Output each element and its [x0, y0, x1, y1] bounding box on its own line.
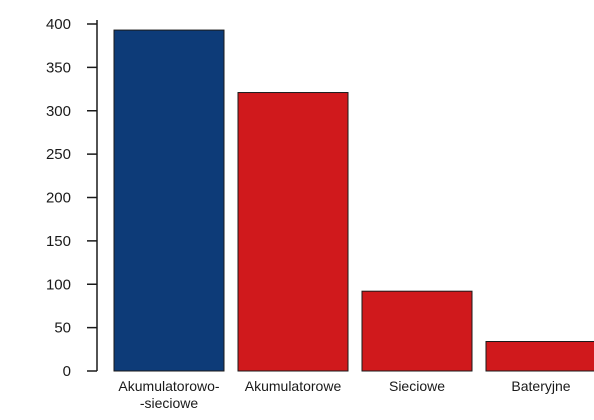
y-tick-label: 350	[46, 59, 71, 76]
y-tick-label: 400	[46, 16, 71, 33]
bar	[237, 92, 349, 372]
y-tick-label: 0	[63, 363, 71, 380]
x-tick-label: Bateryjne	[511, 378, 570, 394]
bar	[485, 341, 594, 372]
y-tick-label: 250	[46, 146, 71, 163]
y-tick-label: 200	[46, 190, 71, 207]
x-tick-label: Akumulatorowe	[245, 378, 342, 394]
y-tick-label: 100	[46, 276, 71, 293]
bar	[113, 29, 225, 372]
x-tick-label: Akumulatorowo--sieciowe	[118, 378, 219, 411]
x-tick-label: Sieciowe	[389, 378, 445, 394]
labels: 0 50 100 150 200 250 300 350 400 Akumulatorowo--s…	[46, 16, 571, 411]
y-tick-label: 50	[54, 320, 71, 337]
y-tick-label: 150	[46, 233, 71, 250]
y-tick-label: 300	[46, 103, 71, 120]
bars	[113, 29, 594, 372]
axes	[87, 20, 98, 372]
bar	[361, 290, 473, 372]
